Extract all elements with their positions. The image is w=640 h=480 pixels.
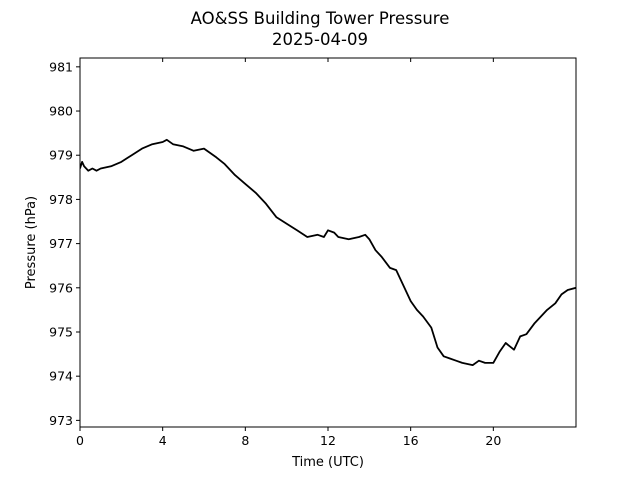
x-tick-label: 4 bbox=[159, 433, 167, 448]
plot-frame bbox=[79, 57, 577, 428]
y-tick-label: 976 bbox=[49, 280, 73, 295]
x-tick-label: 20 bbox=[485, 433, 501, 448]
x-tick-label: 8 bbox=[241, 433, 249, 448]
chart-subtitle: 2025-04-09 bbox=[272, 30, 368, 49]
y-tick-label: 980 bbox=[49, 104, 73, 119]
y-tick-label: 975 bbox=[49, 324, 73, 339]
pressure-series-line bbox=[80, 138, 576, 367]
axis-ticks bbox=[76, 58, 494, 431]
y-tick-label: 974 bbox=[49, 369, 73, 384]
x-axis-label: Time (UTC) bbox=[291, 455, 364, 470]
x-tick-label: 16 bbox=[403, 433, 419, 448]
x-tick-label: 0 bbox=[76, 433, 84, 448]
chart-title: AO&SS Building Tower Pressure bbox=[191, 9, 450, 28]
y-tick-label: 973 bbox=[49, 413, 73, 428]
tick-labels: 0 4 8 12 16 20 973 974 975 976 977 978 979 980 981 bbox=[49, 59, 501, 448]
y-tick-label: 981 bbox=[49, 59, 73, 74]
y-tick-label: 977 bbox=[49, 236, 73, 251]
series-layer bbox=[80, 138, 576, 367]
x-tick-label: 12 bbox=[320, 433, 336, 448]
y-tick-label: 979 bbox=[49, 148, 73, 163]
y-axis-label: Pressure (hPa) bbox=[24, 196, 39, 289]
y-tick-label: 978 bbox=[49, 192, 73, 207]
